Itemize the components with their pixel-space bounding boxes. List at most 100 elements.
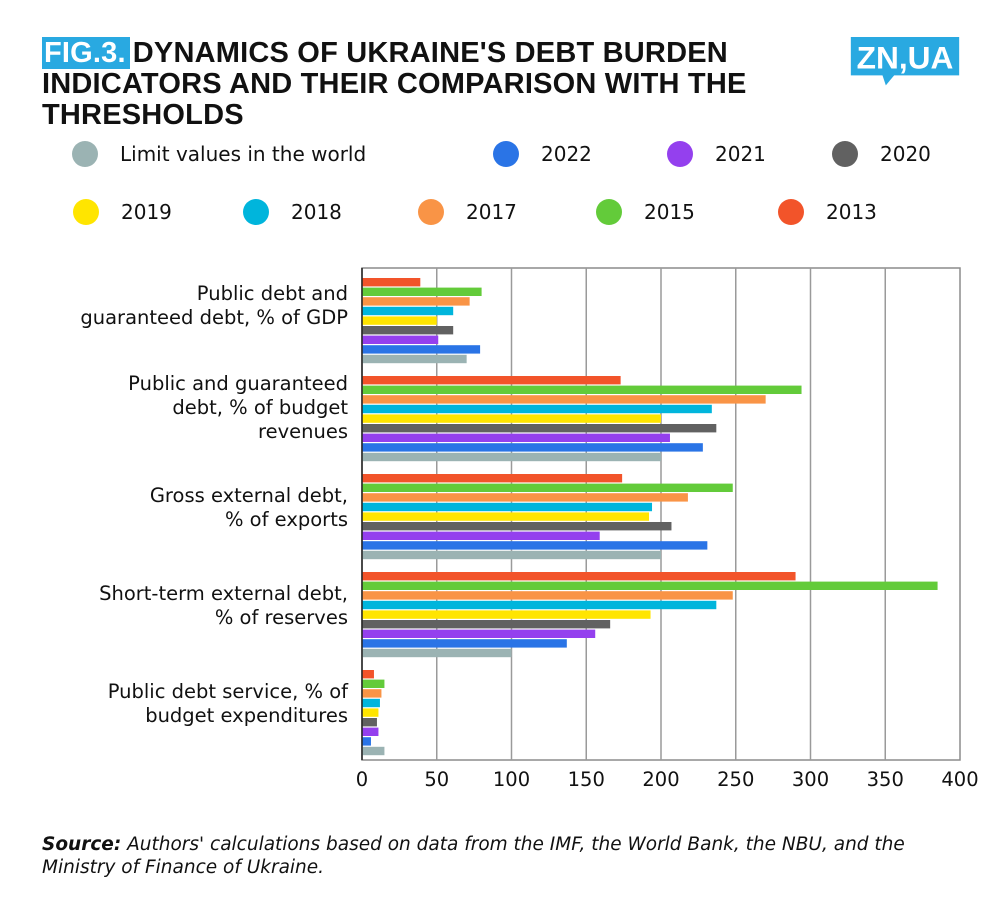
legend-item: 2020	[832, 139, 931, 169]
bar	[362, 689, 382, 698]
x-tick-label: 400	[941, 768, 978, 791]
x-tick-label: 200	[642, 768, 679, 791]
bar	[362, 718, 377, 727]
legend-swatch	[778, 199, 804, 225]
category-label-line: Short-term external debt,	[99, 582, 348, 605]
bar	[362, 737, 371, 746]
bar	[362, 746, 385, 756]
bar	[362, 474, 623, 483]
bar	[362, 326, 454, 335]
bar	[362, 385, 802, 394]
bar	[362, 278, 421, 287]
bar	[362, 610, 651, 619]
bar	[362, 670, 374, 679]
source-text: Authors' calculations based on data from…	[42, 834, 905, 878]
x-tick-label: 50	[424, 768, 449, 791]
category-label: Short-term external debt,% of reserves	[99, 582, 348, 630]
bar	[362, 648, 512, 658]
x-tick-label: 150	[568, 768, 605, 791]
legend-item: 2021	[667, 139, 766, 169]
legend-label: 2017	[466, 200, 517, 224]
category-label-line: Gross external debt,	[149, 484, 348, 507]
legend-swatch	[493, 141, 519, 167]
bar	[362, 629, 596, 638]
bar	[362, 335, 439, 344]
legend-item: 2013	[778, 197, 877, 227]
zn-ua-logo: ZN,UA	[850, 37, 960, 86]
category-label: Public debt and guaranteed debt, % of GDP	[80, 282, 348, 330]
bar	[362, 620, 611, 629]
category-label-line: % of exports	[224, 508, 348, 531]
category-label-line: guaranteed debt, % of GDP	[80, 306, 348, 329]
category-label-line: budget expenditures	[145, 704, 348, 727]
legend-item: 2017	[418, 197, 517, 227]
legend-label: 2021	[715, 142, 766, 166]
category-label: Public and guaranteed debt, % of budget re…	[128, 372, 348, 444]
bar	[362, 581, 938, 590]
bar	[362, 502, 653, 512]
bar	[362, 297, 470, 306]
category-label-line: debt, % of budget	[172, 396, 348, 419]
category-label-line: Public and guaranteed	[128, 372, 348, 395]
legend-swatch	[243, 199, 269, 225]
plot-frame	[361, 267, 961, 761]
legend-label: 2022	[541, 142, 592, 166]
legend-swatch	[596, 199, 622, 225]
legend-swatch	[418, 199, 444, 225]
bar	[362, 395, 766, 404]
bar	[362, 600, 717, 610]
category-label: Gross external debt,% of exports	[150, 484, 348, 532]
bar	[362, 493, 688, 502]
x-tick-label: 0	[356, 768, 368, 791]
bar	[362, 550, 661, 560]
category-label-line: Public debt and	[196, 282, 348, 305]
legend-swatch	[832, 141, 858, 167]
legend-swatch	[667, 141, 693, 167]
bar	[362, 452, 661, 462]
legend-item: 2015	[596, 197, 695, 227]
bar	[362, 541, 708, 550]
bar	[362, 376, 621, 385]
legend-item: Limit values in the world	[72, 139, 366, 169]
legend-item: 2022	[493, 139, 592, 169]
chart-title: FIG.3. DYNAMICS OF UKRAINE'S DEBT BURDEN …	[42, 37, 822, 131]
bar	[362, 433, 670, 442]
x-tick-label: 300	[792, 768, 829, 791]
bar	[362, 443, 703, 452]
bar	[362, 404, 712, 414]
bar	[362, 708, 379, 717]
bar	[362, 531, 600, 540]
bar	[362, 639, 567, 648]
source-note: Source: Authors' calculations based on d…	[42, 833, 972, 879]
bar	[362, 345, 481, 354]
bar	[362, 306, 454, 316]
category-label-line: Public debt service, % of	[107, 680, 348, 703]
bar	[362, 414, 661, 423]
legend-swatch	[72, 141, 98, 167]
bar	[362, 287, 482, 296]
category-label-line: % of reserves	[214, 606, 348, 629]
bar	[362, 316, 437, 325]
legend-item: 2018	[243, 197, 342, 227]
bar	[362, 679, 385, 688]
legend-label: 2013	[826, 200, 877, 224]
category-label: Public debt service, % of budget expendit…	[108, 680, 348, 728]
legend-label: 2015	[644, 200, 695, 224]
legend-label: 2020	[880, 142, 931, 166]
bar	[362, 483, 733, 492]
legend-label: 2019	[121, 200, 172, 224]
bar	[362, 727, 379, 736]
figure-badge: FIG.3.	[42, 37, 130, 69]
bar	[362, 572, 796, 581]
source-prefix: Source:	[42, 834, 122, 855]
category-label-line: revenues	[258, 420, 348, 443]
bar	[362, 512, 650, 521]
legend-label: Limit values in the world	[120, 142, 367, 166]
x-tick-label: 250	[717, 768, 754, 791]
bar	[362, 591, 733, 600]
bar	[362, 522, 672, 531]
legend-item: 2019	[73, 197, 172, 227]
bar	[362, 424, 717, 433]
legend-swatch	[73, 199, 99, 225]
x-tick-label: 350	[867, 768, 904, 791]
